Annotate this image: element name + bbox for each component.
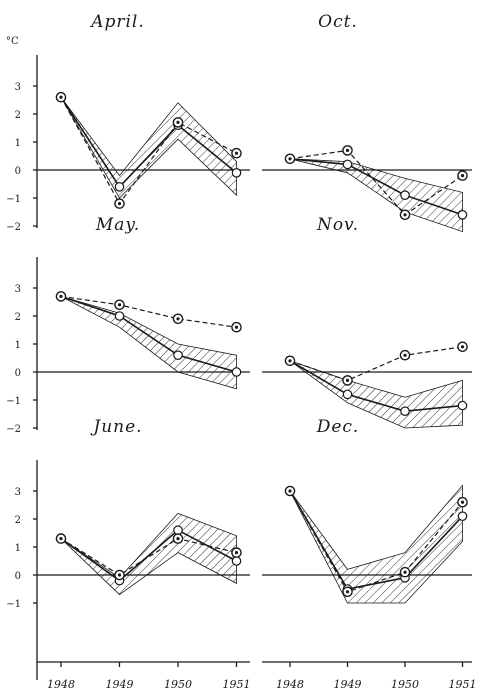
series-line-1	[289, 158, 463, 216]
series-point-dotted-center	[176, 537, 180, 541]
series-point-open	[342, 159, 353, 170]
range-band	[60, 296, 237, 390]
year-label: 1951	[223, 678, 251, 691]
series-line-2	[289, 490, 463, 593]
y-tick-label: 1	[15, 340, 21, 351]
series-point-dotted-center	[460, 174, 465, 178]
series-line-1	[60, 529, 237, 582]
y-tick-label: −1	[6, 396, 21, 407]
series-point-dotted-center	[345, 590, 350, 594]
panel-title: June.	[90, 417, 142, 437]
y-tick-label: 2	[15, 312, 21, 323]
panel-nov: Nov.	[262, 215, 472, 429]
y-tick-label: −1	[6, 194, 21, 205]
series-line-1	[60, 295, 237, 373]
series-point-dotted-center	[460, 500, 465, 504]
panel-title: Dec.	[316, 417, 360, 437]
series-line-1	[289, 360, 463, 413]
series-point-open	[231, 168, 242, 178]
panel-june: June. 3 2 1 0 −1	[6, 417, 250, 680]
year-label: 1949	[334, 678, 362, 691]
y-tick-label: 3	[15, 284, 21, 295]
year-label: 1951	[449, 678, 477, 691]
series-point-dotted-center	[117, 303, 122, 307]
series-line-1	[289, 490, 464, 590]
y-tick-label: −1	[6, 599, 21, 610]
y-tick-label: 3	[15, 487, 21, 498]
series-point-dotted-center	[176, 120, 180, 124]
panel-title: Nov.	[316, 215, 359, 235]
series-line-2	[60, 96, 237, 205]
series-point-dotted-center	[234, 151, 239, 155]
series-point-dotted-center	[234, 325, 239, 329]
series-point-dotted-center	[59, 95, 63, 99]
series-point-dotted-center	[117, 202, 122, 206]
panel-title: Oct.	[318, 12, 358, 32]
series-point-dotted-center	[345, 378, 350, 382]
series-point-open	[231, 367, 242, 377]
y-tick-label: 0	[15, 571, 21, 582]
series-line-1	[60, 96, 238, 189]
series-point-dotted-center	[403, 213, 407, 217]
y-tick-label: 0	[15, 368, 21, 379]
year-label: 1950	[391, 678, 419, 691]
series-point-open	[457, 400, 468, 411]
series-point-dotted-center	[176, 317, 180, 321]
series-point-open	[114, 311, 125, 321]
y-tick-label: −2	[6, 424, 21, 435]
panel-may: May. 3 2 1 0 −1 −2	[6, 215, 250, 435]
series-point-dotted-center	[460, 345, 465, 349]
y-tick-label: 0	[15, 166, 21, 177]
year-label: 1950	[164, 678, 192, 691]
series-point-open	[400, 406, 410, 416]
series-point-open	[173, 350, 183, 360]
year-label: 1948	[276, 678, 304, 691]
series-point-dotted-center	[288, 157, 292, 161]
series-point-open	[173, 525, 183, 535]
y-tick-label: 3	[15, 82, 21, 93]
series-point-open	[400, 190, 410, 200]
series-line-2	[289, 149, 463, 216]
year-label: 1948	[47, 678, 75, 691]
series-point-dotted-center	[234, 551, 239, 555]
panel-title: April.	[89, 12, 145, 32]
unit-label: °C	[6, 36, 19, 47]
range-band	[60, 512, 237, 596]
series-point-open	[342, 389, 353, 400]
year-label: 1949	[106, 678, 134, 691]
series-point-dotted-center	[403, 353, 407, 357]
series-point-open	[457, 210, 468, 220]
panel-oct: Oct.	[262, 12, 472, 233]
range-band	[60, 96, 237, 199]
series-point-dotted-center	[59, 294, 63, 298]
panel-april: April. 3 2 1 0 −1 −2	[6, 12, 250, 233]
series-point-open	[231, 556, 242, 566]
series-point-dotted-center	[403, 570, 407, 574]
y-tick-label: 2	[15, 515, 21, 526]
series-point-open	[457, 511, 468, 521]
y-tick-label: 2	[15, 110, 21, 121]
y-tick-label: 1	[15, 138, 21, 149]
series-line-2	[60, 295, 237, 328]
series-point-dotted-center	[117, 573, 122, 577]
series-line-2	[60, 537, 237, 576]
series-point-dotted-center	[345, 148, 350, 152]
y-tick-label: −2	[6, 222, 21, 233]
series-point-dotted-center	[59, 537, 63, 541]
series-line-2	[289, 346, 463, 382]
panel-title: May.	[95, 215, 140, 235]
y-tick-label: 1	[15, 543, 21, 554]
series-point-open	[114, 182, 125, 192]
series-point-dotted-center	[288, 489, 292, 493]
series-point-dotted-center	[288, 359, 292, 363]
panel-dec: Dec.	[262, 417, 472, 604]
